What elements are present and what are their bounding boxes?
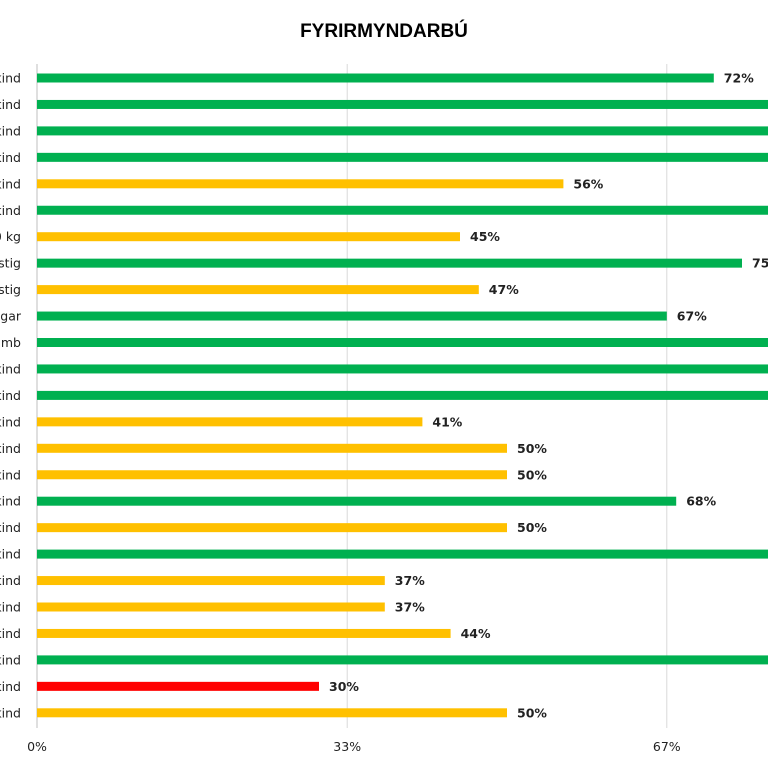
data-label: 50% — [517, 467, 547, 482]
category-label: kind — [0, 626, 21, 641]
bar — [37, 628, 451, 638]
category-label: kind — [0, 547, 21, 562]
category-label: kind — [0, 388, 21, 403]
data-label: 30% — [329, 679, 359, 694]
bar — [37, 338, 768, 347]
bar — [37, 232, 460, 242]
data-label: 67% — [677, 309, 707, 324]
bar — [37, 311, 667, 321]
bar — [37, 576, 385, 586]
bar — [37, 470, 507, 480]
data-label: 50% — [517, 705, 547, 720]
category-label: kind — [0, 467, 21, 482]
category-label: kind — [0, 705, 21, 720]
category-label: kind — [0, 679, 21, 694]
bar — [37, 417, 423, 427]
category-label: kind — [0, 600, 21, 615]
bar — [37, 152, 768, 162]
category-label: kind — [0, 176, 21, 191]
bar — [37, 205, 768, 215]
bar — [37, 73, 714, 83]
category-label: 0 kg — [0, 229, 21, 244]
bar — [37, 285, 479, 295]
bar — [37, 602, 385, 612]
data-label: 47% — [489, 282, 519, 297]
data-label: 75% — [752, 256, 768, 271]
bar — [37, 390, 768, 400]
bar — [37, 549, 768, 559]
x-tick-label: 67% — [653, 739, 681, 754]
bar — [37, 523, 507, 533]
bar — [37, 655, 768, 665]
category-label: mb — [1, 335, 21, 350]
category-label: kind — [0, 203, 21, 218]
category-label: kind — [0, 361, 21, 376]
data-label: 72% — [724, 71, 754, 86]
data-label: 37% — [395, 573, 425, 588]
category-label: kind — [0, 150, 21, 165]
category-label: kind — [0, 573, 21, 588]
bar — [37, 258, 742, 268]
category-label: kind — [0, 71, 21, 86]
bar — [37, 179, 564, 189]
category-label: kind — [0, 520, 21, 535]
bar — [37, 126, 768, 136]
category-label: stig — [0, 282, 21, 297]
category-label: kind — [0, 494, 21, 509]
category-label: kind — [0, 652, 21, 667]
bar — [37, 99, 768, 109]
category-label: kind — [0, 414, 21, 429]
category-label: gar — [0, 309, 22, 324]
x-tick-label: 33% — [333, 739, 361, 754]
data-label: 37% — [395, 600, 425, 615]
data-label: 56% — [573, 176, 603, 191]
data-label: 50% — [517, 441, 547, 456]
bar — [37, 443, 507, 453]
bar — [37, 364, 768, 374]
category-label: kind — [0, 441, 21, 456]
bar — [37, 708, 507, 718]
x-tick-label: 0% — [27, 739, 47, 754]
data-label: 44% — [461, 626, 491, 641]
category-label: kind — [0, 123, 21, 138]
bar — [37, 496, 677, 506]
bar — [37, 681, 319, 691]
data-label: 68% — [686, 494, 716, 509]
data-label: 45% — [470, 229, 500, 244]
category-label: kind — [0, 97, 21, 112]
category-label: stig — [0, 256, 21, 271]
chart-title: FYRIRMYNDARBÚ — [300, 20, 468, 42]
data-label: 50% — [517, 520, 547, 535]
data-label: 41% — [432, 414, 462, 429]
